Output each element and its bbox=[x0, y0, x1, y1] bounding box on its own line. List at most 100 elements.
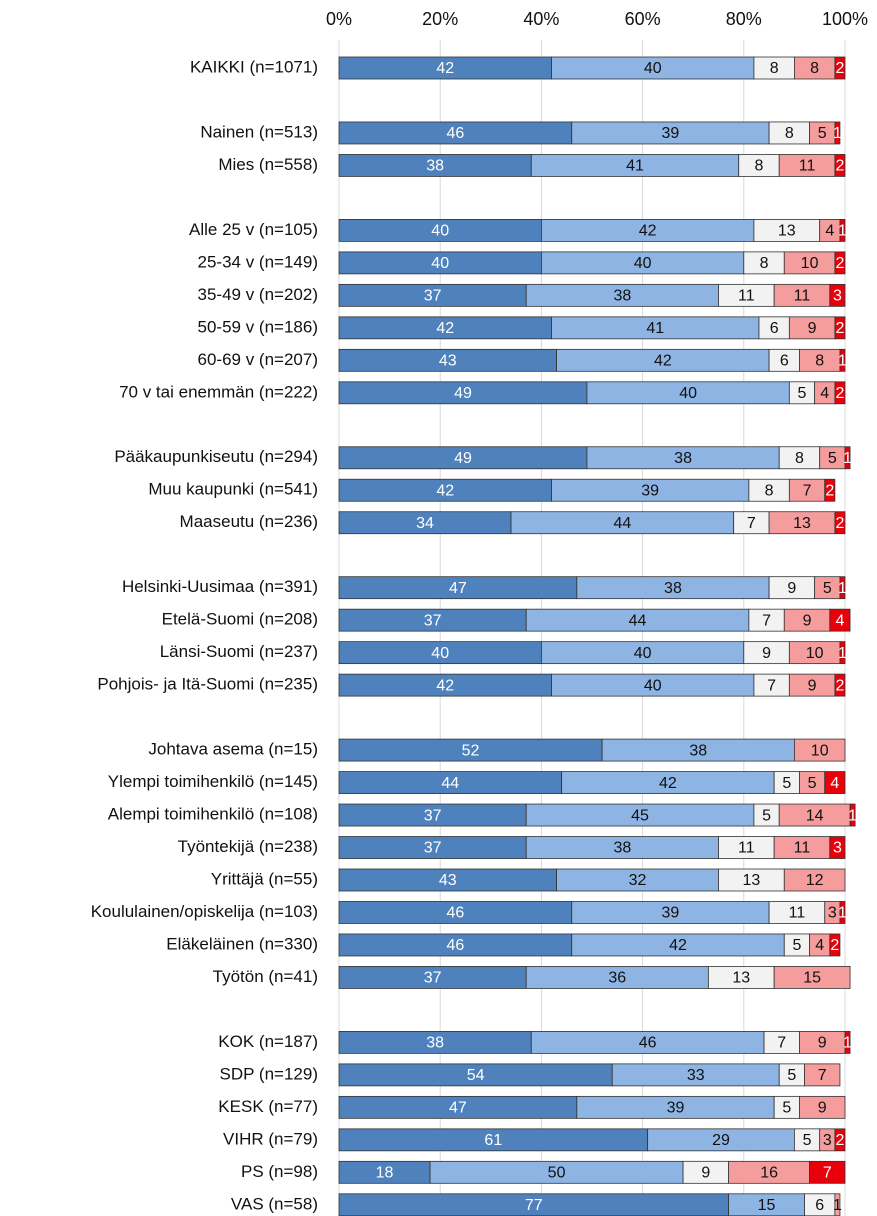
data-label: 7 bbox=[818, 1067, 827, 1084]
category-label: VAS (n=58) bbox=[231, 1194, 318, 1213]
bar-segment bbox=[834, 121, 841, 145]
data-label: 61 bbox=[484, 1132, 502, 1149]
data-label: 49 bbox=[454, 385, 472, 402]
data-label: 11 bbox=[738, 288, 755, 305]
bar-segment bbox=[834, 56, 846, 80]
data-label: 37 bbox=[424, 970, 442, 987]
data-label: 5 bbox=[792, 937, 801, 954]
category-label: Nainen (n=513) bbox=[200, 122, 318, 141]
category-label: KOK (n=187) bbox=[218, 1032, 318, 1051]
category-label: Koululainen/opiskelija (n=103) bbox=[91, 902, 318, 921]
data-label: 42 bbox=[436, 677, 454, 694]
bar-segment bbox=[829, 608, 851, 632]
data-label: 12 bbox=[806, 872, 824, 889]
data-label: 11 bbox=[789, 905, 806, 922]
data-label: 10 bbox=[806, 645, 824, 662]
bar-segment bbox=[844, 446, 851, 470]
data-label: 13 bbox=[732, 970, 750, 987]
bar-segment bbox=[773, 966, 851, 989]
data-label: 9 bbox=[808, 320, 817, 337]
data-label: 1 bbox=[838, 353, 847, 370]
data-label: 2 bbox=[825, 482, 834, 499]
data-label: 9 bbox=[787, 580, 796, 597]
data-label: 39 bbox=[662, 905, 680, 922]
data-label: 41 bbox=[646, 320, 664, 337]
x-tick-label: 40% bbox=[523, 9, 559, 29]
category-label: Johtava asema (n=15) bbox=[148, 740, 318, 759]
data-label: 1 bbox=[838, 580, 847, 597]
data-label: 38 bbox=[674, 450, 692, 467]
data-label: 46 bbox=[639, 1035, 657, 1052]
data-label: 1 bbox=[838, 223, 847, 240]
category-label: Ylempi toimihenkilö (n=145) bbox=[108, 772, 318, 791]
data-label: 40 bbox=[679, 385, 697, 402]
bar-segment bbox=[834, 673, 846, 697]
category-label: Helsinki-Uusimaa (n=391) bbox=[122, 577, 318, 596]
category-label: VIHR (n=79) bbox=[223, 1129, 318, 1148]
data-label: 39 bbox=[667, 1100, 685, 1117]
data-label: 10 bbox=[811, 742, 829, 759]
data-label: 8 bbox=[815, 353, 824, 370]
bar-segment bbox=[829, 283, 846, 307]
data-label: 11 bbox=[738, 840, 755, 857]
data-label: 46 bbox=[446, 905, 464, 922]
data-label: 2 bbox=[835, 320, 844, 337]
data-label: 9 bbox=[818, 1100, 827, 1117]
data-label: 5 bbox=[798, 385, 807, 402]
data-label: 1 bbox=[848, 807, 857, 824]
bar-segment bbox=[834, 381, 846, 405]
data-label: 13 bbox=[793, 515, 811, 532]
data-label: 44 bbox=[629, 612, 647, 629]
data-label: 39 bbox=[641, 482, 659, 499]
data-label: 4 bbox=[830, 775, 839, 792]
data-label: 9 bbox=[818, 1035, 827, 1052]
data-label: 8 bbox=[755, 158, 764, 175]
x-tick-label: 20% bbox=[422, 9, 458, 29]
data-label: 15 bbox=[758, 1197, 776, 1214]
data-label: 4 bbox=[820, 385, 829, 402]
data-label: 37 bbox=[424, 288, 442, 305]
data-label: 2 bbox=[835, 515, 844, 532]
category-label: Pääkaupunkiseutu (n=294) bbox=[114, 447, 318, 466]
data-label: 14 bbox=[806, 807, 824, 824]
category-label: 50-59 v (n=186) bbox=[198, 317, 319, 336]
data-label: 40 bbox=[431, 255, 449, 272]
data-label: 7 bbox=[747, 515, 756, 532]
category-label: Länsi-Suomi (n=237) bbox=[160, 642, 318, 661]
data-label: 4 bbox=[815, 937, 824, 954]
category-label: Maaseutu (n=236) bbox=[180, 512, 318, 531]
data-label: 47 bbox=[449, 1100, 467, 1117]
data-label: 2 bbox=[835, 255, 844, 272]
bar-segment bbox=[844, 1031, 851, 1054]
data-label: 37 bbox=[424, 807, 442, 824]
data-label: 40 bbox=[431, 223, 449, 240]
data-label: 1 bbox=[833, 1197, 842, 1214]
data-label: 1 bbox=[838, 645, 847, 662]
data-label: 5 bbox=[803, 1132, 812, 1149]
data-label: 43 bbox=[439, 353, 457, 370]
category-label: SDP (n=129) bbox=[220, 1064, 318, 1083]
category-label: Etelä-Suomi (n=208) bbox=[162, 610, 318, 629]
data-label: 50 bbox=[548, 1165, 566, 1182]
data-label: 15 bbox=[803, 970, 821, 987]
category-label: Työntekijä (n=238) bbox=[178, 837, 318, 856]
data-label: 6 bbox=[780, 353, 789, 370]
data-label: 52 bbox=[462, 742, 480, 759]
data-label: 7 bbox=[823, 1165, 832, 1182]
data-label: 8 bbox=[765, 482, 774, 499]
data-label: 8 bbox=[770, 60, 779, 77]
category-label: 25-34 v (n=149) bbox=[198, 252, 319, 271]
data-label: 10 bbox=[801, 255, 819, 272]
data-label: 42 bbox=[436, 320, 454, 337]
data-label: 46 bbox=[446, 125, 464, 142]
data-label: 5 bbox=[782, 1100, 791, 1117]
data-label: 40 bbox=[431, 645, 449, 662]
data-label: 8 bbox=[785, 125, 794, 142]
bar-segment bbox=[794, 738, 846, 762]
bar-segment bbox=[829, 836, 846, 859]
data-label: 38 bbox=[613, 840, 631, 857]
category-label: Alempi toimihenkilö (n=108) bbox=[108, 805, 318, 824]
data-label: 9 bbox=[701, 1165, 710, 1182]
data-label: 42 bbox=[436, 482, 454, 499]
bar-segment bbox=[834, 316, 846, 340]
